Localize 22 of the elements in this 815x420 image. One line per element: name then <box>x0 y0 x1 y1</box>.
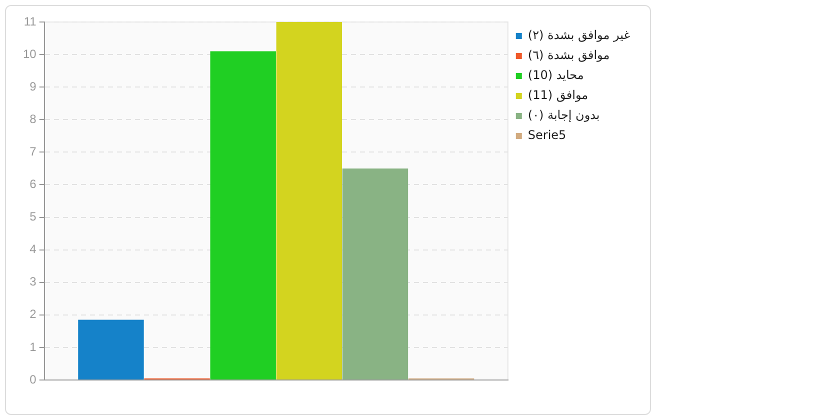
bar <box>342 168 408 380</box>
legend-label: موافق (11) <box>528 88 588 102</box>
y-tick-label: 4 <box>30 242 37 256</box>
y-tick-label: 11 <box>24 14 37 28</box>
legend-label: غير موافق بشدة (٢) <box>528 28 630 42</box>
legend-label: محايد (10) <box>528 68 584 82</box>
y-tick-label: 7 <box>30 144 37 158</box>
legend-label: موافق بشدة (٦) <box>528 48 610 62</box>
y-tick-label: 10 <box>22 46 37 61</box>
legend-label: Serie5 <box>528 128 566 142</box>
y-tick-label: 6 <box>30 177 37 192</box>
bar <box>78 320 144 380</box>
y-tick-label: 0 <box>30 372 37 386</box>
y-tick-label: 1 <box>30 340 37 354</box>
y-tick-label: 2 <box>30 307 37 322</box>
y-tick-label: 3 <box>30 274 37 289</box>
y-tick-label: 5 <box>30 210 37 224</box>
bar <box>276 22 342 380</box>
y-tick-label: 9 <box>30 79 37 94</box>
y-tick-label: 8 <box>30 112 37 126</box>
legend-label: بدون إجابة (٠) <box>528 108 600 122</box>
bar <box>210 51 276 380</box>
